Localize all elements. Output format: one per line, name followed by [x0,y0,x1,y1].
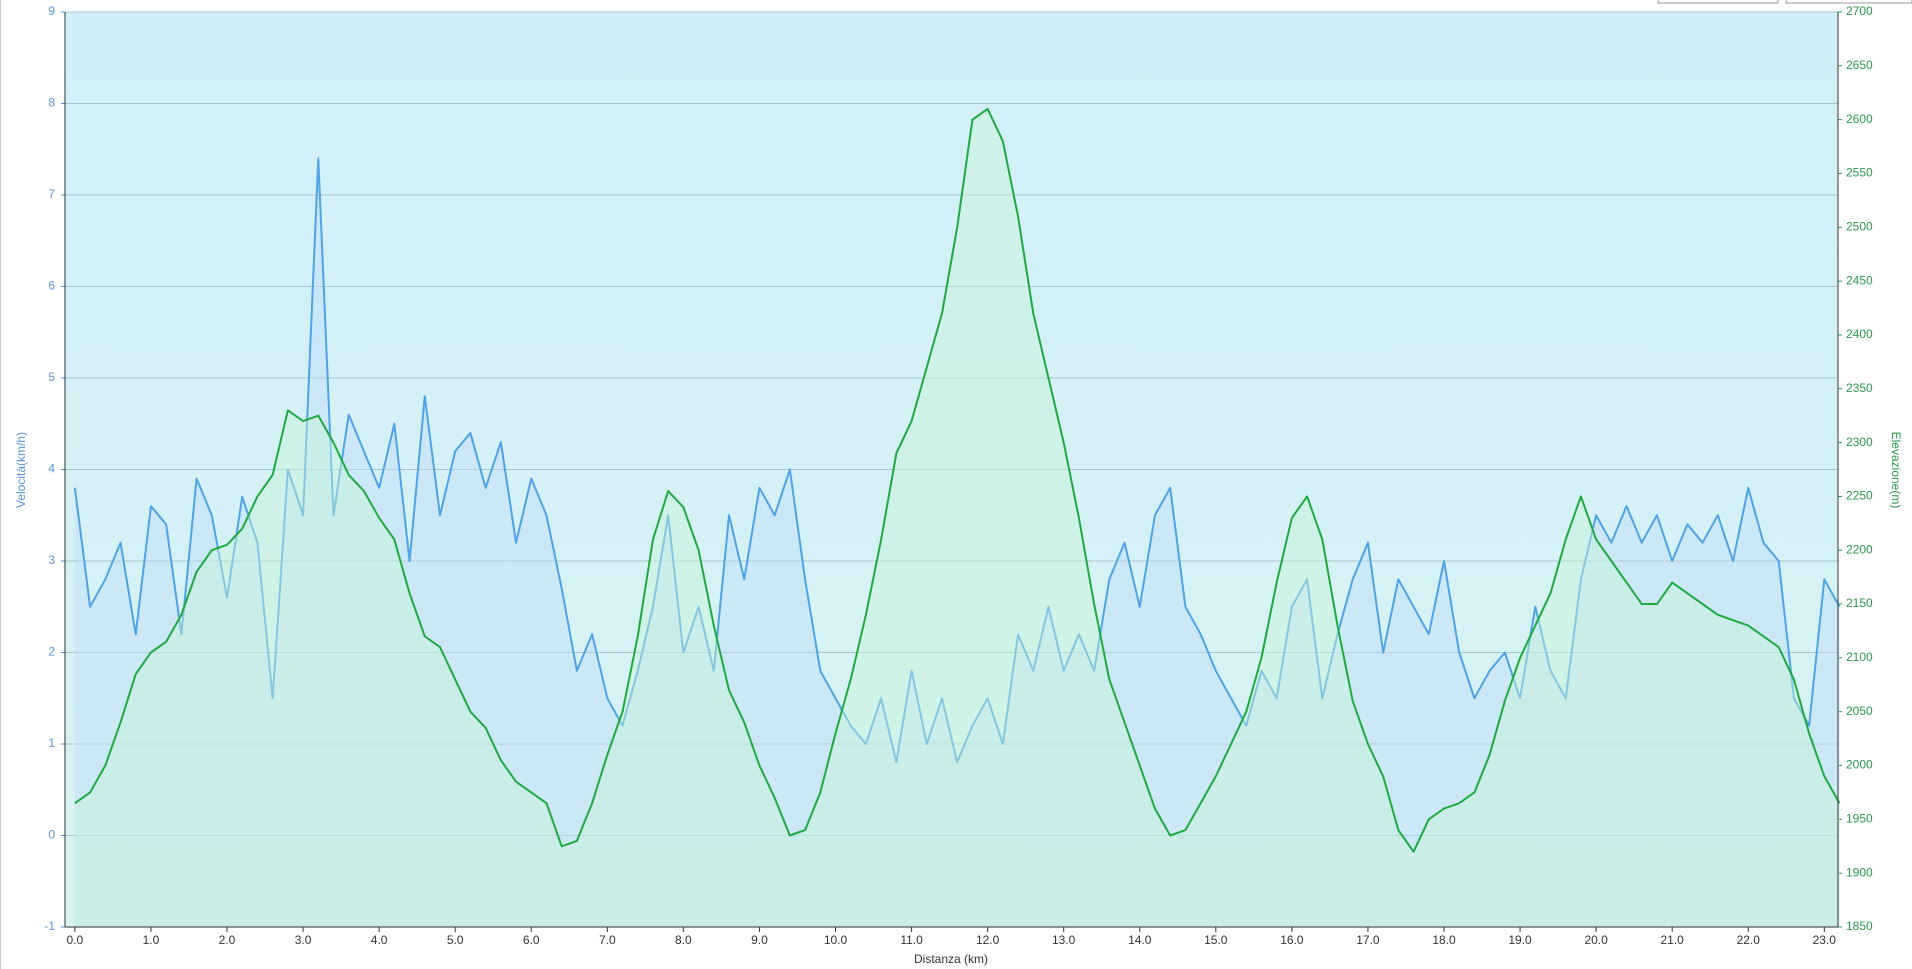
y2-tick-label: 2400 [1846,327,1873,341]
y2-tick-label: 2500 [1846,219,1873,233]
y-tick-label: 7 [48,187,55,201]
area-fill [74,108,1840,928]
y2-tick-label: 2200 [1846,542,1873,556]
x-tick-label: 9.0 [751,933,768,947]
x-tick-label: 6.0 [523,933,540,947]
x-tick-label: 16.0 [1280,933,1304,947]
x-tick-label: 14.0 [1128,933,1152,947]
x-tick-label: 1.0 [143,933,160,947]
y2-tick-label: 2300 [1846,435,1873,449]
x-tick-label: 12.0 [976,933,1000,947]
y2-tick-label: 2000 [1846,758,1873,772]
data-line [73,157,1841,764]
y2-tick-label: 1950 [1846,812,1873,826]
y-tick-label: 2 [48,645,55,659]
toolbar-button[interactable] [1657,0,1779,4]
toolbar-button[interactable] [1785,0,1912,4]
y-tick-label: 1 [48,736,55,750]
y2-tick-label: 2250 [1846,489,1873,503]
y2-tick-label: 2450 [1846,273,1873,287]
y2-tick-label: 2550 [1846,166,1873,180]
y2-tick-label: 2600 [1846,112,1873,126]
x-tick-label: 5.0 [447,933,464,947]
y2-axis-title: Elevazione(m) [1889,432,1903,509]
x-tick-label: 0.0 [67,933,84,947]
x-tick-label: 23.0 [1813,933,1837,947]
x-tick-label: 3.0 [295,933,312,947]
y-tick-label: -1 [44,919,55,933]
y-tick-label: 9 [48,4,55,18]
x-tick-label: 10.0 [824,933,848,947]
x-tick-label: 13.0 [1052,933,1076,947]
y-tick-label: 3 [48,553,55,567]
x-tick-label: 21.0 [1661,933,1685,947]
y2-tick-label: 2150 [1846,596,1873,610]
x-tick-label: 19.0 [1508,933,1532,947]
y2-tick-label: 1900 [1846,865,1873,879]
x-tick-label: 8.0 [675,933,692,947]
y-tick-label: 6 [48,279,55,293]
data-line [74,107,1841,853]
y-tick-label: 5 [48,370,55,384]
x-tick-label: 2.0 [219,933,236,947]
x-axis-title: Distanza (km) [914,952,988,966]
y2-tick-label: 2050 [1846,704,1873,718]
x-tick-label: 15.0 [1204,933,1228,947]
x-tick-label: 7.0 [599,933,616,947]
x-tick-label: 4.0 [371,933,388,947]
x-tick-label: 22.0 [1737,933,1761,947]
area-fill [74,158,1840,927]
x-tick-label: 20.0 [1584,933,1608,947]
y-axis-title: Velocità(km/h) [14,432,28,508]
x-tick-label: 18.0 [1432,933,1456,947]
y-tick-label: 4 [48,462,55,476]
y2-tick-label: 1850 [1846,919,1873,933]
y2-tick-label: 2100 [1846,650,1873,664]
y-tick-label: 8 [48,96,55,110]
y2-tick-label: 2650 [1846,58,1873,72]
x-tick-label: 17.0 [1356,933,1380,947]
y2-tick-label: 2700 [1846,4,1873,18]
x-tick-label: 11.0 [900,933,923,947]
y2-tick-label: 2350 [1846,381,1873,395]
y-tick-label: 0 [48,828,55,842]
